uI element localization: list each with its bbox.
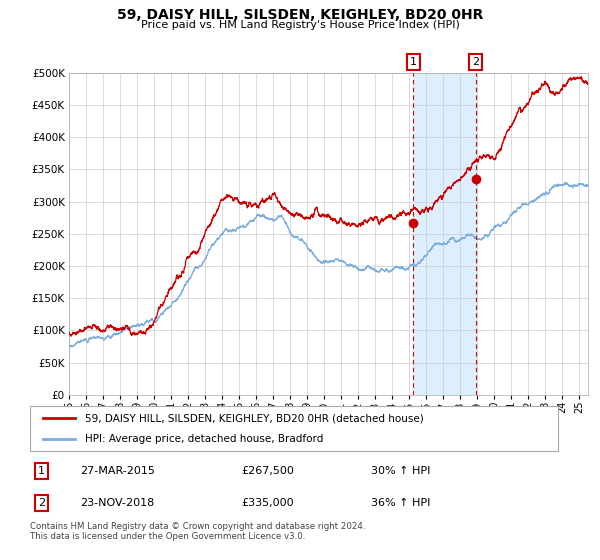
Text: 2: 2 [472, 57, 479, 67]
Text: 59, DAISY HILL, SILSDEN, KEIGHLEY, BD20 0HR: 59, DAISY HILL, SILSDEN, KEIGHLEY, BD20 … [117, 8, 483, 22]
Bar [413, 73, 476, 395]
Text: £335,000: £335,000 [241, 498, 294, 508]
Text: 1: 1 [38, 466, 45, 476]
Text: 23-NOV-2018: 23-NOV-2018 [80, 498, 154, 508]
Text: HPI: Average price, detached house, Bradford: HPI: Average price, detached house, Brad… [85, 433, 324, 444]
Text: 59, DAISY HILL, SILSDEN, KEIGHLEY, BD20 0HR (detached house): 59, DAISY HILL, SILSDEN, KEIGHLEY, BD20 … [85, 413, 424, 423]
Text: 27-MAR-2015: 27-MAR-2015 [80, 466, 155, 476]
Text: Contains HM Land Registry data © Crown copyright and database right 2024.
This d: Contains HM Land Registry data © Crown c… [30, 522, 365, 542]
Text: 36% ↑ HPI: 36% ↑ HPI [371, 498, 430, 508]
Text: £267,500: £267,500 [241, 466, 294, 476]
FancyBboxPatch shape [30, 406, 558, 451]
Text: 30% ↑ HPI: 30% ↑ HPI [371, 466, 430, 476]
Text: 2: 2 [38, 498, 45, 508]
Text: Price paid vs. HM Land Registry's House Price Index (HPI): Price paid vs. HM Land Registry's House … [140, 20, 460, 30]
Text: 1: 1 [410, 57, 417, 67]
